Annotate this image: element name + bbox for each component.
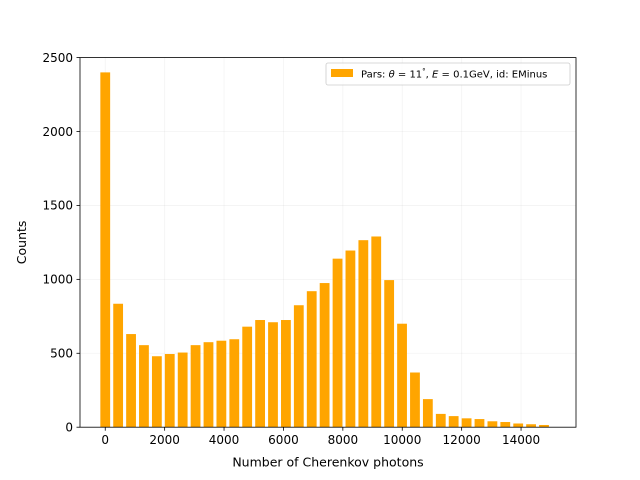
y-tick-label: 500 [50, 347, 73, 361]
legend-theta-symbol: θ [389, 70, 395, 81]
x-tick-label: 8000 [328, 433, 359, 447]
histogram-bar [100, 72, 111, 428]
x-tick-label: 14000 [502, 433, 540, 447]
histogram-bar [268, 322, 278, 428]
legend-degree: ° [422, 68, 426, 76]
legend-entry: Pars: θ = 11°, E = 0.1GeV, id: EMinus [361, 68, 547, 81]
legend: Pars: θ = 11°, E = 0.1GeV, id: EMinus [325, 62, 571, 86]
plot-frame [79, 57, 577, 428]
x-tick-label: 0 [101, 433, 109, 447]
histogram-bar [397, 323, 407, 428]
y-tick-label: 1500 [42, 199, 73, 213]
histogram-bar [384, 280, 395, 428]
histogram-bar [448, 416, 459, 428]
histogram-bar [126, 334, 136, 428]
x-axis-ticks: 0 2000 4000 6000 8000 10000 12000 14000 [101, 427, 540, 447]
histogram-bar [164, 354, 175, 428]
histogram-bar [487, 421, 498, 428]
histogram-bar [177, 352, 188, 428]
histogram-bar [293, 305, 304, 428]
x-tick-label: 2000 [149, 433, 180, 447]
legend-theta-value: = 11 [395, 70, 422, 81]
legend-separator: , [426, 70, 432, 81]
x-axis-label: Number of Cherenkov photons [232, 455, 423, 470]
histogram-bar [358, 240, 369, 428]
histogram-bar [306, 291, 317, 428]
histogram-bar [229, 339, 240, 428]
histogram-bar [500, 422, 511, 428]
y-axis-label: Counts [14, 221, 29, 265]
bars [100, 72, 549, 428]
histogram-bar [242, 326, 253, 428]
y-tick-label: 2500 [42, 51, 73, 65]
histogram-bar [461, 418, 472, 428]
y-tick-label: 2000 [42, 125, 73, 139]
histogram-bar [216, 340, 227, 428]
histogram-bar [422, 399, 433, 428]
legend-swatch [331, 69, 353, 77]
histogram-bar [203, 342, 214, 428]
x-tick-label: 12000 [443, 433, 481, 447]
histogram-bar [474, 419, 485, 428]
histogram-bar [190, 345, 201, 428]
histogram-bar [139, 345, 149, 428]
x-tick-label: 4000 [209, 433, 240, 447]
legend-frame [325, 62, 571, 86]
histogram-bar [281, 320, 291, 428]
histogram-bar [345, 250, 356, 428]
histogram-bar [151, 356, 162, 428]
histogram-bar [319, 283, 330, 428]
histogram-bar [539, 424, 549, 428]
legend-energy-symbol: E [432, 70, 439, 81]
histogram-bar [435, 413, 446, 428]
legend-energy-value: = 0.1GeV, id: EMinus [438, 70, 547, 81]
x-tick-label: 6000 [268, 433, 299, 447]
histogram-bar [526, 424, 536, 428]
y-tick-label: 1000 [42, 273, 73, 287]
histogram-bar [371, 236, 382, 428]
y-tick-label: 0 [65, 421, 73, 435]
histogram-bar [332, 258, 343, 428]
y-axis-ticks: 0 500 1000 1500 2000 2500 [42, 51, 80, 435]
histogram-bar [410, 372, 420, 428]
histogram-bar [255, 320, 266, 428]
histogram-bar [513, 423, 524, 428]
legend-prefix: Pars: [361, 70, 389, 81]
x-tick-label: 10000 [383, 433, 421, 447]
histogram-bar [113, 303, 124, 428]
